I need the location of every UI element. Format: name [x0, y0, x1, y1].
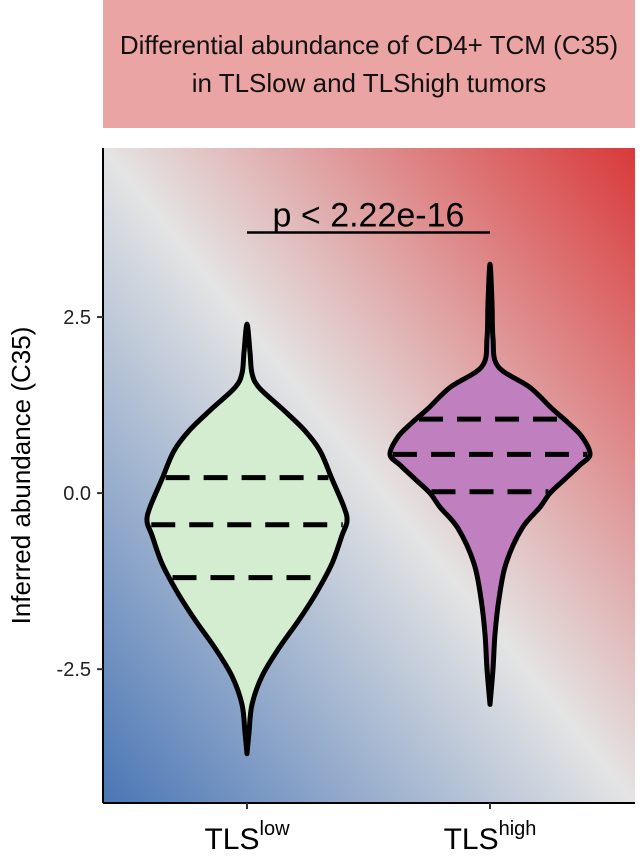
violin-1	[387, 261, 593, 707]
p-value-label: p < 2.22e-16	[273, 197, 465, 235]
violin-0	[144, 321, 350, 757]
y-tick-label: 2.5	[63, 307, 91, 329]
axes: 2.5 0.0 -2.5 TLSlow TLShigh	[57, 148, 635, 856]
y-axis-label: Inferred abundance (C35)	[6, 327, 36, 625]
violin-group	[144, 261, 593, 757]
x-tick-label-0: TLSlow	[204, 818, 290, 856]
significance-annotation: p < 2.22e-16	[247, 197, 490, 235]
y-tick-label: -2.5	[57, 659, 91, 681]
y-tick-label: 0.0	[63, 483, 91, 505]
x-tick-label-1: TLShigh	[444, 818, 537, 856]
chart-title: Differential abundance of CD4+ TCM (C35)…	[103, 0, 635, 128]
